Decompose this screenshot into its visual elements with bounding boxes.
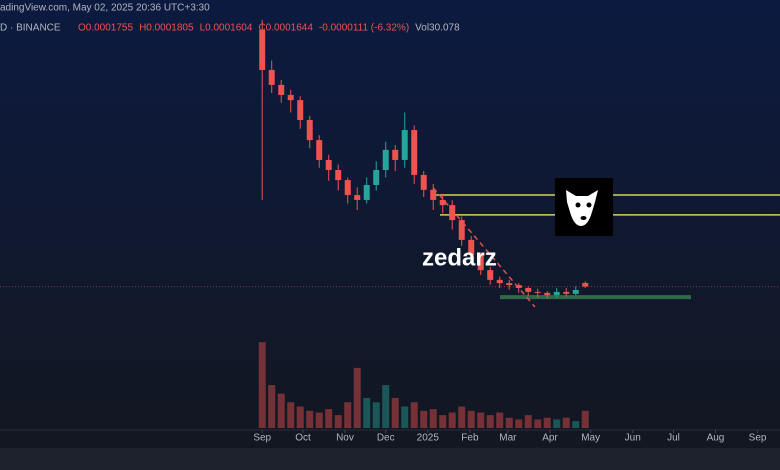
ohlc-value: Vol30.078 (415, 23, 460, 34)
volume-bar (429, 409, 437, 428)
candle-body (458, 220, 465, 240)
x-tick-label: 2025 (417, 433, 440, 444)
x-tick-label: May (581, 433, 600, 444)
volume-bar (572, 421, 580, 428)
symbol: D · BINANCE (0, 23, 61, 34)
volume-bar (287, 402, 295, 428)
volume-bar (410, 402, 418, 428)
volume-bar (439, 415, 447, 428)
volume-bar (524, 415, 532, 428)
candle-body (306, 119, 313, 141)
volume-bar (505, 417, 513, 428)
source: adingView.com, May 02, 2025 20:36 UTC+3:… (0, 3, 210, 14)
candle-body (563, 291, 570, 294)
candle-body (468, 239, 475, 255)
candle-body (420, 174, 427, 190)
candle-body (316, 140, 323, 160)
candle-body (525, 288, 532, 292)
volume-bar (258, 342, 266, 428)
volume-bar (268, 385, 276, 428)
volume-bar (515, 419, 523, 428)
volume-bar (382, 385, 390, 428)
candle-body (354, 195, 361, 200)
candle-body (392, 149, 399, 160)
volume-bar (296, 406, 304, 428)
candle-body (401, 130, 408, 160)
x-tick-label: Jun (625, 433, 641, 444)
ohlc-value: H0.0001805 (139, 23, 194, 34)
logo (555, 178, 613, 236)
candle-body (297, 100, 304, 120)
candle-body (411, 130, 418, 175)
candle-body (363, 184, 370, 200)
x-tick-label: Feb (461, 433, 479, 444)
volume-bar (277, 393, 285, 428)
candle-body (278, 84, 285, 95)
volume-bar (334, 415, 342, 428)
ohlc-value: C0.0001644 (258, 23, 313, 34)
candle-body (496, 279, 503, 284)
volume-bar (448, 412, 456, 428)
volume-bar (543, 417, 551, 428)
ohlc-value: L0.0001604 (200, 23, 253, 34)
candle-body (373, 170, 380, 185)
candle-body (515, 285, 522, 288)
volume-bar (344, 402, 352, 428)
candle-body (487, 270, 494, 280)
candle-body (553, 291, 560, 296)
candle-body (259, 29, 266, 70)
volume-bar (325, 409, 333, 428)
x-tick-label: Sep (253, 433, 271, 444)
bottom-bar (0, 448, 780, 470)
candle-body (582, 282, 589, 287)
volume-bar (477, 412, 485, 428)
watermark: zedarz (422, 244, 497, 271)
candle-body (449, 205, 456, 221)
x-tick-label: Mar (499, 433, 517, 444)
candle-body (268, 69, 275, 85)
volume-bar (306, 410, 314, 428)
candle-body (506, 283, 513, 286)
x-tick-label: Oct (295, 433, 311, 444)
ohlc-value: -0.0000111 (-6.32%) (319, 23, 409, 34)
volume-bar (553, 419, 561, 428)
candle-body (534, 291, 541, 293)
volume-bar (391, 397, 399, 428)
candle-body (382, 149, 389, 171)
volume-bar (486, 415, 494, 428)
volume-bar (496, 412, 504, 428)
x-tick-label: Jul (667, 433, 680, 444)
x-tick-label: Apr (542, 433, 558, 444)
ohlc-value: O0.0001755 (78, 23, 133, 34)
x-tick-label: Aug (707, 433, 725, 444)
volume-bar (353, 367, 361, 428)
candle-body (477, 254, 484, 271)
volume-bar (581, 410, 589, 428)
candle-body (430, 189, 437, 200)
volume-bar (562, 417, 570, 428)
volume-bar (420, 410, 428, 428)
candle-body (344, 180, 351, 196)
candle-body (287, 94, 294, 101)
x-tick-label: Dec (377, 433, 395, 444)
volume-bar (363, 397, 371, 428)
candle-body (335, 170, 342, 181)
x-tick-label: Sep (749, 433, 767, 444)
candle-body (572, 289, 579, 294)
candle-body (325, 159, 332, 171)
volume-bar (315, 412, 323, 428)
volume-bar (467, 410, 475, 428)
candle-body (544, 292, 551, 296)
time-axis (0, 430, 780, 448)
candle-body (439, 199, 446, 206)
volume-bar (534, 419, 542, 428)
x-tick-label: Nov (336, 433, 354, 444)
volume-bar (458, 406, 466, 428)
volume-bar (401, 406, 409, 428)
volume-bar (372, 402, 380, 428)
